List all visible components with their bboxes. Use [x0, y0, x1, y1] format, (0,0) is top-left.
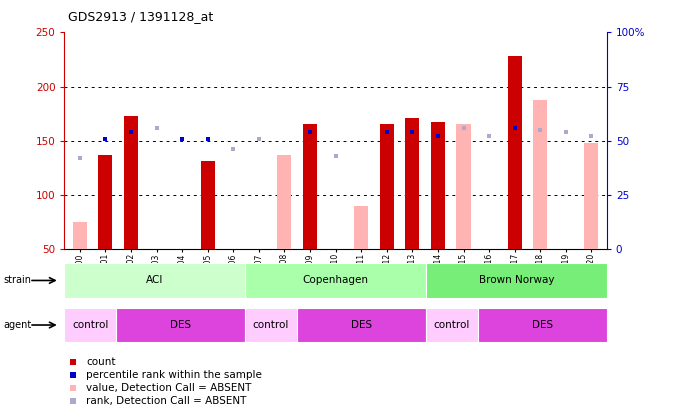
Bar — [426, 308, 478, 342]
Text: percentile rank within the sample: percentile rank within the sample — [86, 370, 262, 380]
Bar — [380, 124, 394, 249]
Bar — [98, 155, 113, 249]
Bar — [534, 100, 547, 249]
Text: rank, Detection Call = ABSENT: rank, Detection Call = ABSENT — [86, 396, 247, 405]
Bar — [201, 161, 215, 249]
Text: value, Detection Call = ABSENT: value, Detection Call = ABSENT — [86, 383, 252, 393]
Bar — [508, 56, 522, 249]
Text: control: control — [253, 320, 290, 330]
Text: Copenhagen: Copenhagen — [302, 275, 369, 286]
Bar — [245, 308, 297, 342]
Text: GDS2913 / 1391128_at: GDS2913 / 1391128_at — [68, 10, 213, 23]
Text: Brown Norway: Brown Norway — [479, 275, 554, 286]
Bar — [354, 206, 368, 249]
Bar — [426, 263, 607, 298]
Bar — [116, 308, 245, 342]
Text: agent: agent — [3, 320, 32, 330]
Bar — [456, 124, 471, 249]
Bar — [303, 124, 317, 249]
Bar — [405, 118, 420, 249]
Text: control: control — [72, 320, 108, 330]
Bar — [297, 308, 426, 342]
Bar — [124, 116, 138, 249]
Bar — [277, 155, 292, 249]
Text: DES: DES — [532, 320, 553, 330]
Text: DES: DES — [170, 320, 191, 330]
Bar — [584, 143, 599, 249]
Bar — [73, 222, 87, 249]
Text: count: count — [86, 357, 116, 367]
Text: strain: strain — [3, 275, 31, 286]
Text: DES: DES — [351, 320, 372, 330]
Bar — [245, 263, 426, 298]
Text: ACI: ACI — [146, 275, 163, 286]
Bar — [64, 308, 116, 342]
Bar — [431, 122, 445, 249]
Bar — [64, 263, 245, 298]
Text: control: control — [434, 320, 470, 330]
Bar — [478, 308, 607, 342]
